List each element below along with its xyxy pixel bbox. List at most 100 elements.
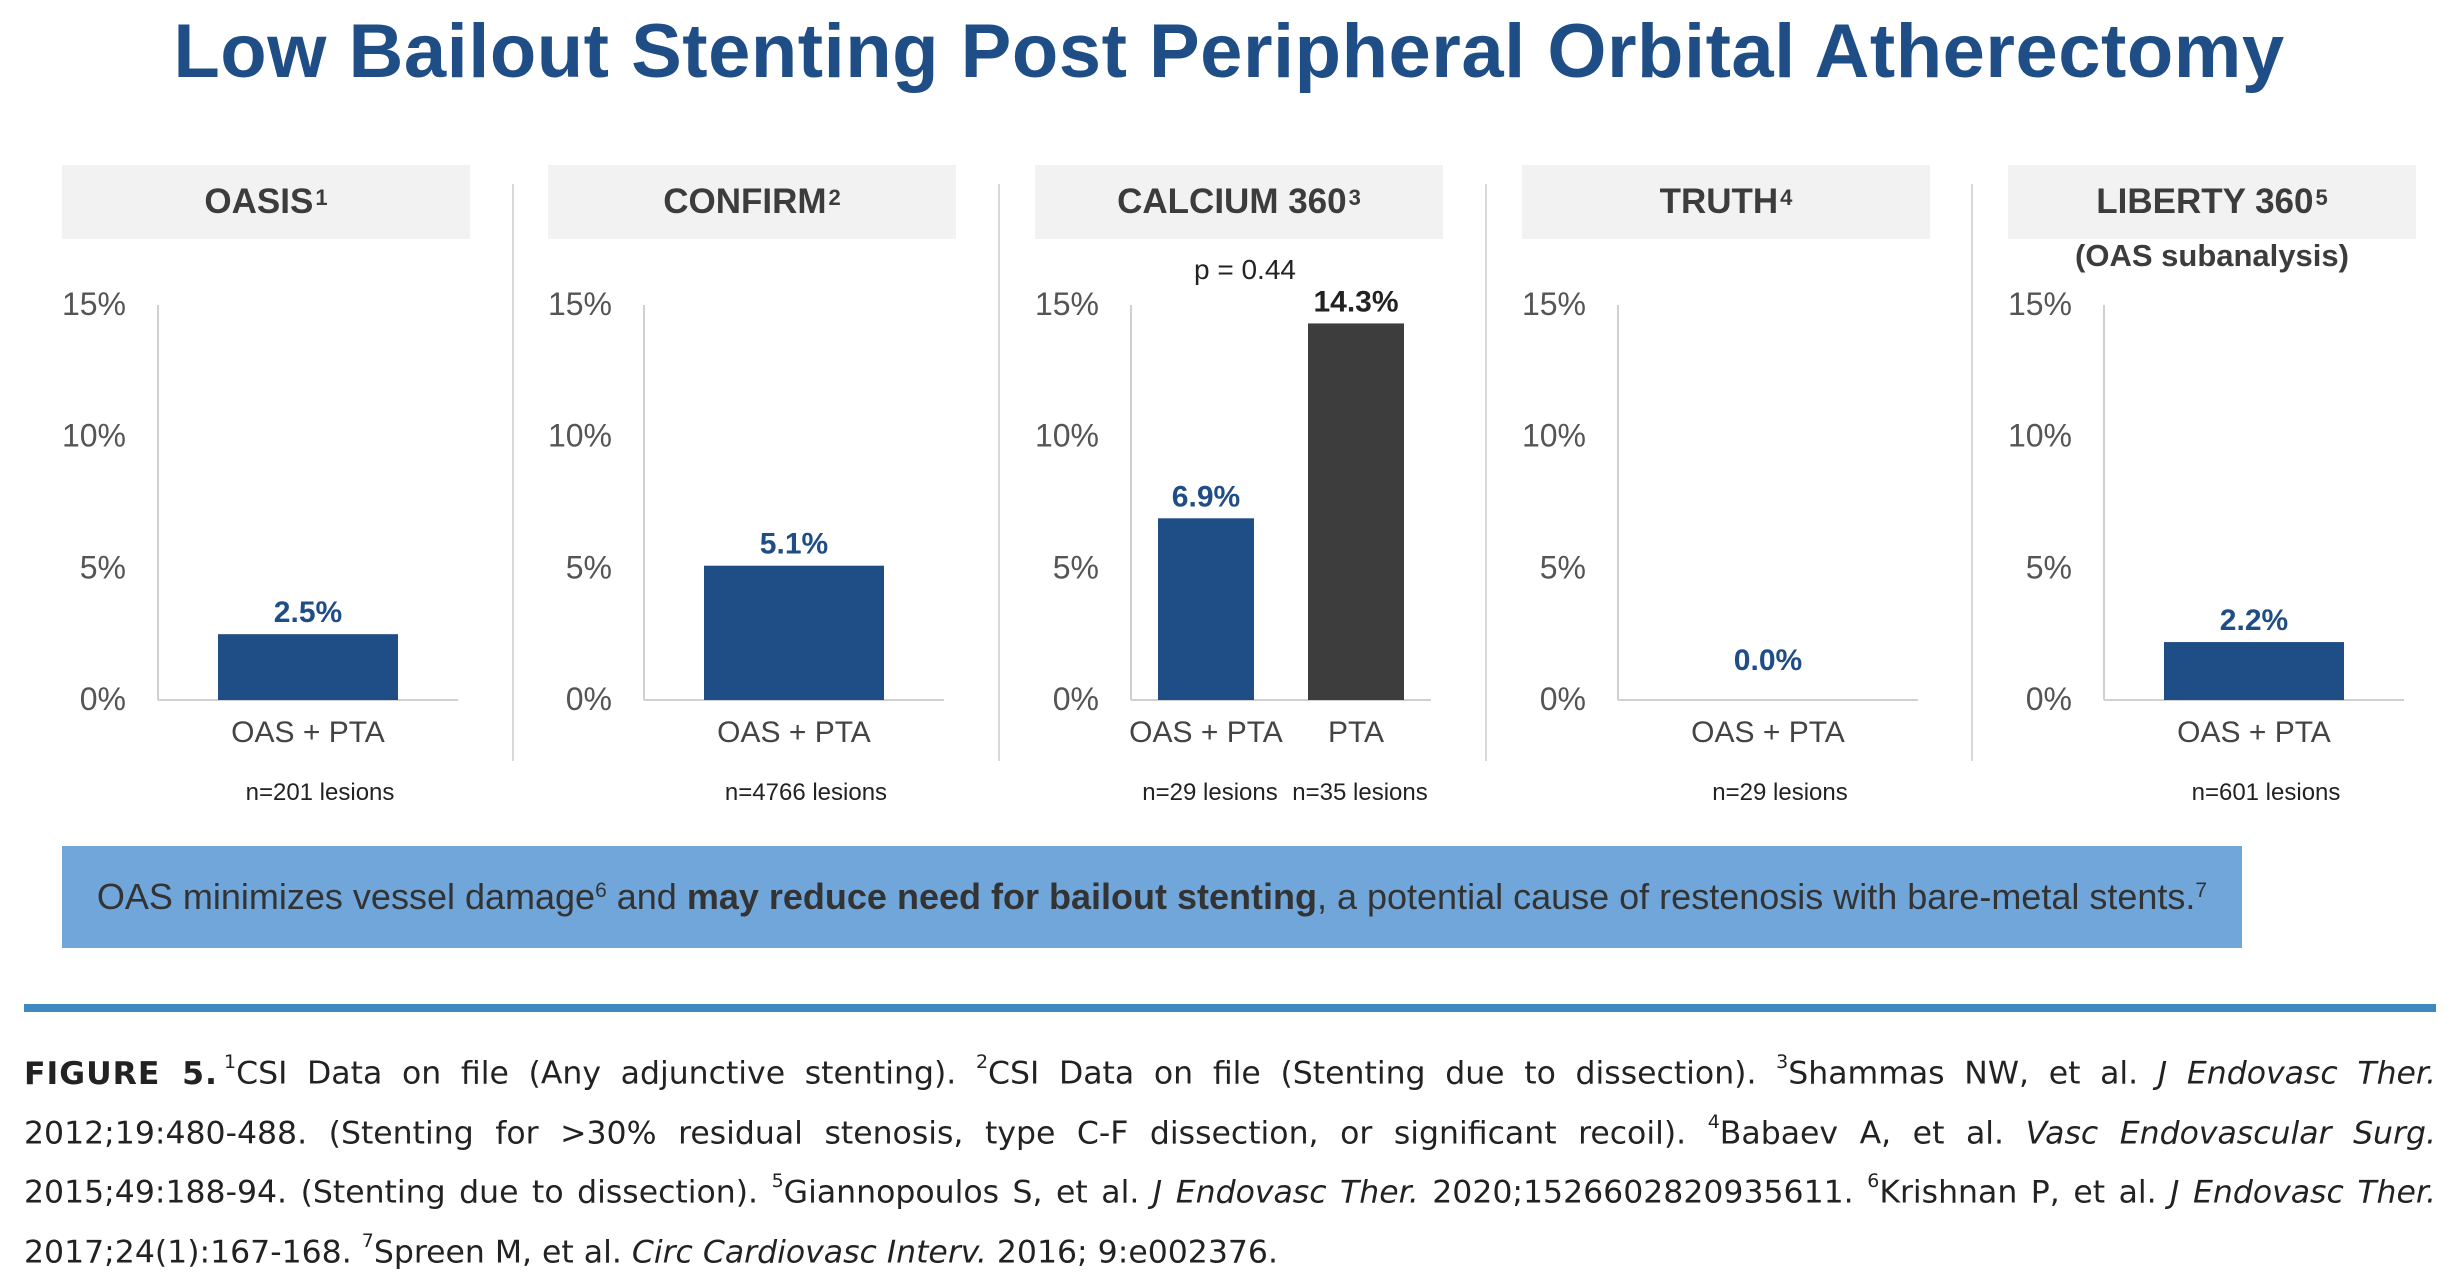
y-tick-label: 15% <box>1035 286 1099 322</box>
banner-text-before: OAS minimizes vessel damage <box>96 876 596 917</box>
caption-ref-6-details: 2017;24(1):167-168. <box>24 1234 362 1270</box>
bar <box>704 565 884 700</box>
caption-ref-6-authors: Krishnan P, et al. <box>1879 1174 2171 1211</box>
panel-divider <box>998 184 1000 761</box>
caption-ref-6-journal: J Endovasc Ther. <box>2170 1174 2436 1211</box>
panel-title: TRUTH <box>1659 182 1779 221</box>
y-tick-label: 10% <box>1035 418 1099 454</box>
sample-size-label: n=201 lesions <box>246 779 395 806</box>
panel-title: CONFIRM <box>663 182 827 221</box>
y-tick-label: 5% <box>80 549 126 585</box>
bar-chart-svg: 0% 5% 10% 15% 2.2% OAS + PTA n=601 lesions <box>2008 286 2404 806</box>
figure-caption: FIGURE 5. 1CSI Data on file (Any adjuncti… <box>24 1040 2436 1278</box>
panel-title-ref: 2 <box>828 185 841 210</box>
y-tick-label: 5% <box>1540 549 1586 585</box>
caption-ref-5-details: 2020;1526602820935611. <box>1418 1174 1868 1211</box>
y-tick-label: 10% <box>2008 418 2072 454</box>
caption-ref-1: 1 <box>223 1051 237 1073</box>
caption-ref-2-text: CSI Data on file (Stenting due to dissec… <box>988 1055 1777 1092</box>
y-tick-label: 5% <box>2026 549 2072 585</box>
panel-divider <box>1485 184 1487 761</box>
caption-ref-7-authors: Spreen M, et al. <box>373 1234 632 1270</box>
y-tick-label: 15% <box>548 286 612 322</box>
caption-ref-1-text: CSI Data on file (Any adjunctive stentin… <box>236 1055 976 1092</box>
caption-divider <box>24 1004 2436 1012</box>
sample-size-label: n=35 lesions <box>1292 779 1427 806</box>
caption-ref-5-journal: J Endovasc Ther. <box>1152 1174 1419 1211</box>
panel-title: CALCIUM 360 <box>1117 182 1347 221</box>
page-title: Low Bailout Stenting Post Peripheral Orb… <box>173 9 2285 94</box>
banner-text-after: , a potential cause of restenosis with b… <box>1316 876 2196 917</box>
banner-ref-after: 7 <box>2195 879 2208 902</box>
panel-title-ref: 5 <box>2315 185 2328 210</box>
caption-ref-4-journal: Vasc Endovascular Surg. <box>2025 1115 2436 1151</box>
caption-ref-7-journal: Circ Cardiovasc Interv. <box>631 1234 987 1270</box>
panel-subtitle: (OAS subanalysis) <box>2075 238 2349 273</box>
panel-title-ref: 4 <box>1780 185 1793 210</box>
sample-size-label: n=601 lesions <box>2192 779 2341 806</box>
panel-header: OASIS 1 <box>62 165 470 239</box>
y-tick-label: 5% <box>1053 549 1099 585</box>
x-category-label: OAS + PTA <box>2177 716 2331 749</box>
bar <box>218 634 398 700</box>
bar-value-label: 2.5% <box>274 596 342 629</box>
panel-divider <box>1971 184 1973 761</box>
y-tick-label: 10% <box>548 418 612 454</box>
y-tick-label: 15% <box>1522 286 1586 322</box>
p-value-label: p = 0.44 <box>1194 254 1296 285</box>
y-tick-label: 10% <box>62 418 126 454</box>
bar-value-label: 2.2% <box>2220 604 2288 637</box>
panel-title-ref: 3 <box>1348 185 1361 210</box>
panel-header: CONFIRM 2 <box>548 165 956 239</box>
y-tick-label: 0% <box>2026 681 2072 717</box>
bar-chart-svg: 0% 5% 10% 15% 5.1% OAS + PTA n=4766 lesions <box>548 286 944 806</box>
caption-ref-4-details: 2015;49:188-94. (Stenting due to dissect… <box>24 1174 772 1211</box>
bar-value-label: 5.1% <box>760 528 828 561</box>
y-tick-label: 5% <box>566 549 612 585</box>
caption-ref-3-authors: Shammas NW, et al. <box>1788 1055 2158 1092</box>
bar-value-label: 0.0% <box>1734 644 1802 677</box>
bar-chart-svg: 0% 5% 10% 15% 6.9% OAS + PTA n=29 lesions 14.3%… <box>1035 285 1431 806</box>
panel-title-ref: 1 <box>315 185 328 210</box>
banner-text-bold: may reduce need for bailout stenting <box>686 876 1317 917</box>
panel-header: LIBERTY 360 5 <box>2008 165 2416 239</box>
bar-value-label: 6.9% <box>1172 480 1240 513</box>
caption-ref-3: 3 <box>1776 1051 1789 1073</box>
sample-size-label: n=29 lesions <box>1712 779 1847 806</box>
bar-chart-svg: 0% 5% 10% 15% 2.5% OAS + PTA n=201 lesions <box>62 286 458 806</box>
sample-size-label: n=4766 lesions <box>725 779 887 806</box>
caption-ref-4: 4 <box>1707 1110 1720 1133</box>
caption-ref-5: 5 <box>771 1170 784 1192</box>
caption-ref-4-authors: Babaev A, et al. <box>1719 1115 2026 1151</box>
caption-label: FIGURE 5. <box>24 1055 218 1092</box>
banner-text-mid: and <box>606 876 687 917</box>
banner-ref-before: 6 <box>595 879 607 902</box>
summary-banner: OAS minimizes vessel damage 6 and may red… <box>62 846 2242 948</box>
bar-value-label: 14.3% <box>1313 285 1398 318</box>
x-category-label: OAS + PTA <box>1691 716 1845 749</box>
y-tick-label: 0% <box>80 681 126 717</box>
x-category-label: OAS + PTA <box>1129 716 1283 749</box>
caption-ref-3-journal: J Endovasc Ther. <box>2157 1055 2437 1092</box>
sample-size-label: n=29 lesions <box>1142 779 1277 806</box>
panel-header: CALCIUM 360 3 <box>1035 165 1443 239</box>
y-tick-label: 10% <box>1522 418 1586 454</box>
y-tick-label: 15% <box>2008 286 2072 322</box>
panel-title: LIBERTY 360 <box>2096 182 2314 221</box>
x-category-label: PTA <box>1328 716 1384 749</box>
caption-ref-6: 6 <box>1867 1170 1880 1192</box>
y-tick-label: 15% <box>62 286 126 322</box>
bar <box>1158 518 1254 700</box>
panel-divider <box>512 184 514 761</box>
bar-chart-svg: 0% 5% 10% 15% 0.0% OAS + PTA n=29 lesions <box>1522 286 1918 806</box>
caption-ref-7: 7 <box>361 1229 374 1252</box>
bar <box>1308 323 1404 700</box>
caption-ref-7-details: 2016; 9:e002376. <box>986 1234 1278 1270</box>
y-tick-label: 0% <box>566 681 612 717</box>
bar <box>2164 642 2344 700</box>
y-tick-label: 0% <box>1540 681 1586 717</box>
x-category-label: OAS + PTA <box>717 716 871 749</box>
caption-ref-2: 2 <box>975 1051 989 1073</box>
caption-ref-3-details: 2012;19:480-488. (Stenting for >30% resi… <box>24 1115 1708 1151</box>
charts-area: OASIS 1 0% 5% 10% 15% 2.5% OAS + PTA n=201 lesio… <box>62 165 2416 806</box>
